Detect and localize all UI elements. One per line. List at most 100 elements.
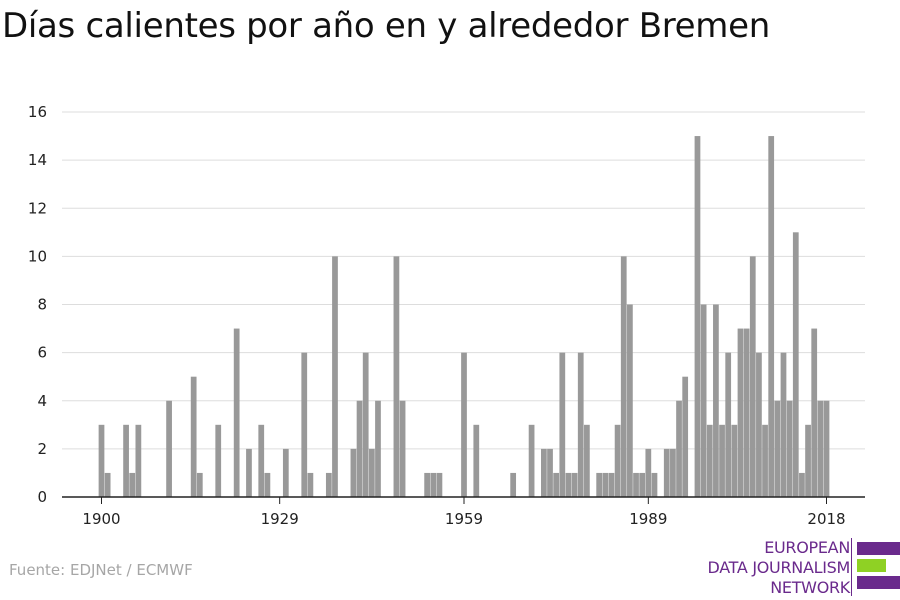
bar-1997 bbox=[694, 136, 701, 497]
bar-1922 bbox=[233, 328, 240, 497]
bar-1972 bbox=[541, 448, 547, 497]
bar-1911 bbox=[166, 400, 172, 497]
bar-1995 bbox=[682, 376, 689, 497]
bar-2003 bbox=[731, 424, 738, 497]
bar-1978 bbox=[577, 352, 584, 497]
y-tick-label-0: 0 bbox=[37, 488, 47, 506]
bar-1983 bbox=[608, 472, 615, 497]
bar-1901 bbox=[104, 472, 111, 497]
bar-1915 bbox=[190, 376, 197, 497]
bar-2008 bbox=[762, 424, 768, 497]
bar-1970 bbox=[528, 424, 535, 497]
bar-2017 bbox=[817, 400, 824, 497]
bar-1933 bbox=[301, 352, 308, 497]
bar-1999 bbox=[706, 424, 713, 497]
x-axis-ticks: 1900 1929 1959 1989 2018 bbox=[82, 497, 846, 528]
bar-2005 bbox=[743, 328, 750, 497]
bar-2018 bbox=[823, 400, 830, 497]
bar-1976 bbox=[565, 472, 572, 497]
bar-1949 bbox=[399, 400, 406, 497]
bar-2001 bbox=[719, 424, 725, 497]
y-tick-label-14: 14 bbox=[28, 151, 47, 169]
bar-1977 bbox=[571, 472, 578, 497]
bar-1900 bbox=[98, 424, 105, 497]
bar-1985 bbox=[620, 256, 627, 497]
bar-1975 bbox=[559, 352, 566, 497]
bar-1986 bbox=[627, 304, 633, 497]
bar-1941 bbox=[350, 448, 357, 497]
bar-1981 bbox=[596, 472, 603, 497]
bar-2015 bbox=[805, 424, 811, 497]
x-tick-label-1989: 1989 bbox=[629, 510, 667, 528]
y-tick-label-6: 6 bbox=[37, 344, 47, 362]
bar-2013 bbox=[792, 232, 799, 497]
y-tick-label-12: 12 bbox=[28, 199, 47, 217]
logo-line-1: EUROPEAN bbox=[764, 538, 850, 557]
bar-2010 bbox=[774, 400, 781, 497]
bar-1943 bbox=[362, 352, 369, 497]
bar-1938 bbox=[332, 256, 338, 497]
bar-1916 bbox=[196, 472, 203, 497]
logo-line-3: NETWORK bbox=[770, 578, 850, 597]
source-note: Fuente: EDJNet / ECMWF bbox=[9, 561, 193, 579]
edjnet-logo: EUROPEAN DATA JOURNALISM NETWORK bbox=[700, 538, 900, 597]
bar-1993 bbox=[670, 448, 676, 497]
bar-1937 bbox=[325, 472, 332, 497]
bar-1948 bbox=[393, 256, 400, 497]
bar-1906 bbox=[135, 424, 142, 497]
logo-divider bbox=[851, 538, 852, 596]
y-tick-label-16: 16 bbox=[28, 103, 47, 121]
bar-2006 bbox=[749, 256, 756, 497]
bar-1989 bbox=[645, 448, 652, 497]
bar-1905 bbox=[129, 472, 136, 497]
bar-2009 bbox=[768, 136, 775, 497]
bar-1992 bbox=[663, 448, 670, 497]
bar-1944 bbox=[368, 448, 375, 497]
x-tick-label-1900: 1900 bbox=[82, 510, 120, 528]
bar-1953 bbox=[424, 472, 431, 497]
bar-1967 bbox=[510, 472, 517, 497]
bar-2011 bbox=[780, 352, 787, 497]
bar-2016 bbox=[811, 328, 818, 497]
bar-1959 bbox=[461, 352, 467, 497]
y-tick-label-2: 2 bbox=[37, 440, 47, 458]
x-tick-label-2018: 2018 bbox=[807, 510, 845, 528]
bar-1988 bbox=[639, 472, 646, 497]
bar-1979 bbox=[584, 424, 590, 497]
y-axis-tick-labels: 0 2 4 6 8 10 12 14 16 bbox=[28, 103, 47, 506]
x-tick-label-1929: 1929 bbox=[261, 510, 299, 528]
logo-text: EUROPEAN DATA JOURNALISM NETWORK bbox=[707, 538, 851, 598]
bar-2000 bbox=[713, 304, 719, 497]
bar-1961 bbox=[473, 424, 480, 497]
y-tick-label-4: 4 bbox=[37, 392, 47, 410]
bars bbox=[98, 136, 830, 497]
bar-1926 bbox=[258, 424, 265, 497]
bar-1930 bbox=[282, 448, 289, 497]
bar-1945 bbox=[375, 400, 381, 497]
bar-2014 bbox=[799, 472, 805, 497]
bar-1934 bbox=[307, 472, 314, 497]
bar-1942 bbox=[356, 400, 363, 497]
bar-1904 bbox=[123, 424, 129, 497]
logo-bar-bottom bbox=[857, 576, 900, 589]
bar-1990 bbox=[651, 472, 658, 497]
bar-1982 bbox=[602, 472, 609, 497]
y-tick-label-10: 10 bbox=[28, 247, 47, 265]
logo-line-2: DATA JOURNALISM bbox=[707, 558, 851, 577]
y-tick-label-8: 8 bbox=[37, 296, 47, 314]
bar-1974 bbox=[553, 472, 560, 497]
bar-2007 bbox=[756, 352, 762, 497]
bar-1987 bbox=[633, 472, 639, 497]
bar-1924 bbox=[246, 448, 252, 497]
bar-1955 bbox=[436, 472, 443, 497]
bar-1927 bbox=[264, 472, 271, 497]
logo-bar-middle bbox=[857, 559, 886, 572]
bar-2002 bbox=[725, 352, 732, 497]
bar-1954 bbox=[430, 472, 437, 497]
x-tick-label-1959: 1959 bbox=[445, 510, 483, 528]
logo-bar-top bbox=[857, 542, 900, 555]
bar-1998 bbox=[700, 304, 707, 497]
chart-title: Días calientes por año en y alrededor Br… bbox=[2, 6, 770, 46]
bar-1984 bbox=[614, 424, 621, 497]
